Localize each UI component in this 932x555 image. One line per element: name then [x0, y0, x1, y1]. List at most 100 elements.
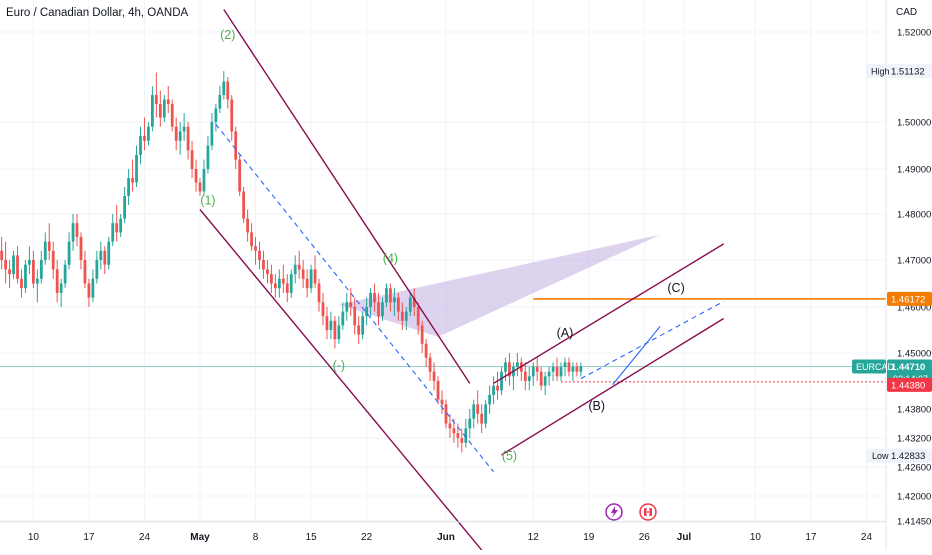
- lightning-icon[interactable]: [605, 503, 623, 521]
- candle-body: [396, 297, 400, 312]
- candle-body: [408, 297, 412, 312]
- candle-body: [143, 136, 146, 141]
- candle-body: [214, 108, 218, 122]
- price-tick-label: 1.49000: [897, 165, 931, 176]
- candle-body: [468, 418, 472, 429]
- candle-body: [464, 428, 468, 443]
- candle-body: [55, 269, 59, 293]
- candle-body: [305, 278, 309, 289]
- symbol-tag-label: EURCAD: [856, 362, 895, 372]
- candle-body: [369, 292, 372, 307]
- candle-body: [349, 302, 353, 307]
- candle-body: [103, 250, 107, 265]
- candle-body: [16, 255, 19, 279]
- candle-body: [515, 362, 519, 367]
- resistance-badge: [887, 291, 932, 306]
- candle-body: [559, 367, 563, 377]
- wave-labels: (1) (2) (-) (4) (5) (A) (B) (C): [200, 28, 684, 463]
- candle-body: [8, 269, 11, 275]
- wave-label: (A): [557, 326, 574, 340]
- candle-body: [59, 283, 63, 293]
- candle-body: [43, 241, 47, 260]
- candle-body: [222, 81, 226, 95]
- candle-body: [543, 376, 547, 386]
- candle-body: [127, 178, 130, 196]
- candle-body: [20, 278, 23, 289]
- candle-body: [75, 223, 79, 237]
- candle-body: [226, 81, 230, 100]
- candle-body: [270, 274, 273, 284]
- candle-body: [496, 385, 499, 391]
- candle-body: [551, 367, 555, 372]
- candle-body: [154, 95, 158, 104]
- wave-label: (C): [667, 281, 684, 295]
- candle-body: [377, 302, 380, 317]
- candle-body: [139, 136, 142, 155]
- candle-body: [99, 250, 103, 260]
- candle-body: [361, 316, 365, 335]
- candle-body: [135, 154, 138, 183]
- candle-body: [365, 307, 369, 317]
- candle-body: [262, 260, 265, 270]
- price-tick-label: 1.46000: [897, 303, 931, 314]
- price-tick-label: 1.42600: [897, 463, 931, 474]
- price-axis-currency: CAD: [896, 7, 917, 18]
- candle-body: [4, 260, 7, 270]
- time-tick-label: 17: [83, 532, 95, 543]
- time-axis: 10 17 24 May 8 15 22 Jun 12 19 26 Jul 10 17 24: [28, 532, 873, 543]
- channel-down-upper: [223, 9, 471, 384]
- candle-body: [230, 99, 234, 132]
- low-tag: [866, 448, 886, 463]
- current-price-value: 1.44710: [891, 362, 925, 373]
- candle-body: [158, 104, 162, 118]
- candle-body: [492, 385, 495, 395]
- candle-body: [79, 237, 83, 260]
- candle-body: [242, 191, 246, 219]
- price-tick-label: 1.52000: [897, 28, 931, 39]
- drawings-back: [0, 234, 886, 383]
- time-tick-label: 22: [361, 532, 373, 543]
- candle-body: [579, 366, 583, 372]
- candle-body: [432, 371, 436, 381]
- candle-body: [83, 260, 87, 284]
- candle-body: [254, 246, 257, 251]
- candle-body: [460, 438, 464, 443]
- candle-body: [63, 264, 67, 284]
- candle-body: [206, 145, 210, 169]
- time-tick-label: 15: [306, 532, 318, 543]
- candle-body: [567, 362, 571, 372]
- candle-body: [575, 367, 579, 372]
- candle-body: [28, 260, 31, 265]
- price-tick-label: 1.42000: [897, 492, 931, 503]
- candle-body: [381, 302, 384, 317]
- high-tag-label: High: [871, 67, 890, 77]
- candle-body: [39, 260, 43, 279]
- time-tick-label: May: [190, 532, 210, 543]
- candle-body: [107, 241, 111, 265]
- candle-body: [535, 367, 539, 372]
- candle-body: [420, 325, 424, 344]
- candle-body: [162, 99, 166, 118]
- triangle-pattern: [338, 234, 661, 337]
- candle-body: [385, 288, 388, 303]
- candle-body: [480, 413, 484, 424]
- canada-flag-icon[interactable]: [639, 503, 657, 521]
- stop-badge: [887, 377, 932, 392]
- candle-body: [91, 278, 95, 298]
- price-tick-label: 1.43800: [897, 405, 931, 416]
- candle-body: [285, 283, 289, 293]
- candle-body: [309, 269, 313, 289]
- channel-down-lower: [199, 209, 487, 555]
- candle-body: [218, 95, 222, 109]
- low-tag-label: Low: [872, 451, 889, 461]
- wave-label: (B): [588, 399, 605, 413]
- price-tick-label: 1.48000: [897, 210, 931, 221]
- channel-up-upper: [493, 243, 725, 384]
- channel-up-mid: [580, 300, 724, 380]
- candle-body: [147, 126, 150, 141]
- low-value-badge: [887, 448, 932, 463]
- candle-body: [119, 218, 123, 233]
- candle-body: [452, 428, 456, 434]
- candle-body: [412, 297, 416, 307]
